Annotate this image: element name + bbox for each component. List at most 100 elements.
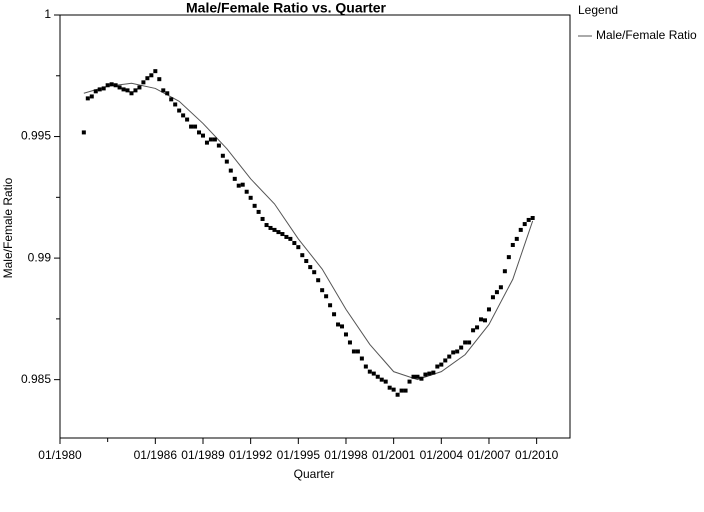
marker bbox=[157, 77, 162, 82]
marker bbox=[129, 91, 134, 96]
marker bbox=[363, 364, 368, 369]
marker bbox=[320, 288, 325, 293]
marker bbox=[141, 80, 146, 85]
marker bbox=[355, 349, 360, 354]
plot-frame bbox=[59, 14, 571, 439]
x-tick-label: 01/1992 bbox=[229, 448, 273, 462]
marker bbox=[387, 385, 392, 390]
marker bbox=[403, 388, 408, 393]
x-tick-label: 01/2004 bbox=[420, 448, 464, 462]
marker bbox=[475, 325, 480, 330]
marker bbox=[423, 372, 428, 377]
marker bbox=[518, 227, 523, 232]
marker bbox=[173, 102, 178, 107]
marker bbox=[467, 340, 472, 345]
marker bbox=[526, 217, 531, 222]
marker bbox=[93, 89, 98, 94]
y-tick-label: 0.985 bbox=[21, 372, 51, 386]
marker bbox=[490, 295, 495, 300]
marker bbox=[200, 133, 205, 138]
x-tick-label: 01/2001 bbox=[372, 448, 416, 462]
marker bbox=[391, 387, 396, 392]
marker bbox=[97, 87, 102, 92]
marker bbox=[522, 222, 527, 227]
marker bbox=[133, 88, 138, 93]
marker bbox=[228, 168, 233, 173]
marker bbox=[459, 345, 464, 350]
marker bbox=[204, 140, 209, 145]
marker bbox=[336, 322, 341, 327]
marker bbox=[494, 290, 499, 295]
marker bbox=[439, 362, 444, 367]
marker bbox=[197, 130, 202, 135]
marker bbox=[332, 312, 337, 317]
marker bbox=[216, 143, 221, 148]
x-tick-label: 01/2010 bbox=[515, 448, 559, 462]
marker bbox=[224, 159, 229, 164]
marker bbox=[81, 130, 86, 135]
marker bbox=[177, 108, 182, 113]
marker bbox=[479, 317, 484, 322]
fit-line bbox=[83, 82, 534, 381]
marker bbox=[308, 265, 313, 270]
marker bbox=[137, 85, 142, 90]
marker bbox=[109, 82, 114, 87]
marker bbox=[181, 113, 186, 118]
marker bbox=[185, 117, 190, 122]
marker bbox=[451, 350, 456, 355]
marker bbox=[395, 392, 400, 397]
marker bbox=[208, 137, 213, 142]
marker bbox=[347, 340, 352, 345]
marker bbox=[407, 379, 412, 384]
marker bbox=[324, 294, 329, 299]
marker bbox=[153, 69, 158, 74]
marker bbox=[455, 349, 460, 354]
marker bbox=[379, 377, 384, 382]
marker bbox=[280, 232, 285, 237]
x-tick-label: 01/1980 bbox=[38, 448, 82, 462]
marker bbox=[316, 278, 321, 283]
marker bbox=[296, 245, 301, 250]
legend-label: Male/Female Ratio bbox=[596, 28, 697, 42]
x-axis-label: Quarter bbox=[294, 467, 335, 481]
marker bbox=[300, 253, 305, 258]
marker bbox=[101, 86, 106, 91]
marker bbox=[351, 349, 356, 354]
marker bbox=[415, 374, 420, 379]
marker bbox=[284, 234, 289, 239]
marker bbox=[506, 255, 511, 260]
y-tick-label: 1 bbox=[44, 7, 51, 21]
marker bbox=[304, 259, 309, 264]
marker bbox=[510, 242, 515, 247]
marker bbox=[169, 97, 174, 102]
marker bbox=[431, 370, 436, 375]
marker bbox=[212, 137, 217, 142]
marker bbox=[375, 374, 380, 379]
marker bbox=[165, 91, 170, 96]
marker bbox=[483, 318, 487, 323]
marker bbox=[343, 332, 348, 337]
marker bbox=[189, 124, 194, 129]
x-tick-label: 01/1986 bbox=[134, 448, 178, 462]
marker bbox=[419, 376, 424, 381]
legend-title: Legend bbox=[578, 3, 618, 17]
marker bbox=[161, 88, 166, 93]
marker bbox=[240, 182, 245, 187]
marker bbox=[498, 285, 503, 290]
marker bbox=[443, 358, 448, 363]
marker bbox=[427, 371, 432, 376]
marker bbox=[288, 236, 293, 241]
marker bbox=[359, 356, 364, 361]
marker bbox=[268, 225, 273, 230]
y-tick-label: 0.995 bbox=[21, 129, 51, 143]
marker bbox=[256, 209, 261, 214]
marker bbox=[514, 236, 519, 241]
y-axis-label: Male/Female Ratio bbox=[1, 177, 15, 278]
marker bbox=[244, 189, 249, 194]
marker bbox=[220, 153, 225, 158]
marker bbox=[463, 340, 468, 345]
y-tick-label: 0.99 bbox=[28, 250, 52, 264]
marker bbox=[117, 85, 122, 90]
marker bbox=[276, 230, 281, 235]
marker bbox=[248, 195, 253, 200]
